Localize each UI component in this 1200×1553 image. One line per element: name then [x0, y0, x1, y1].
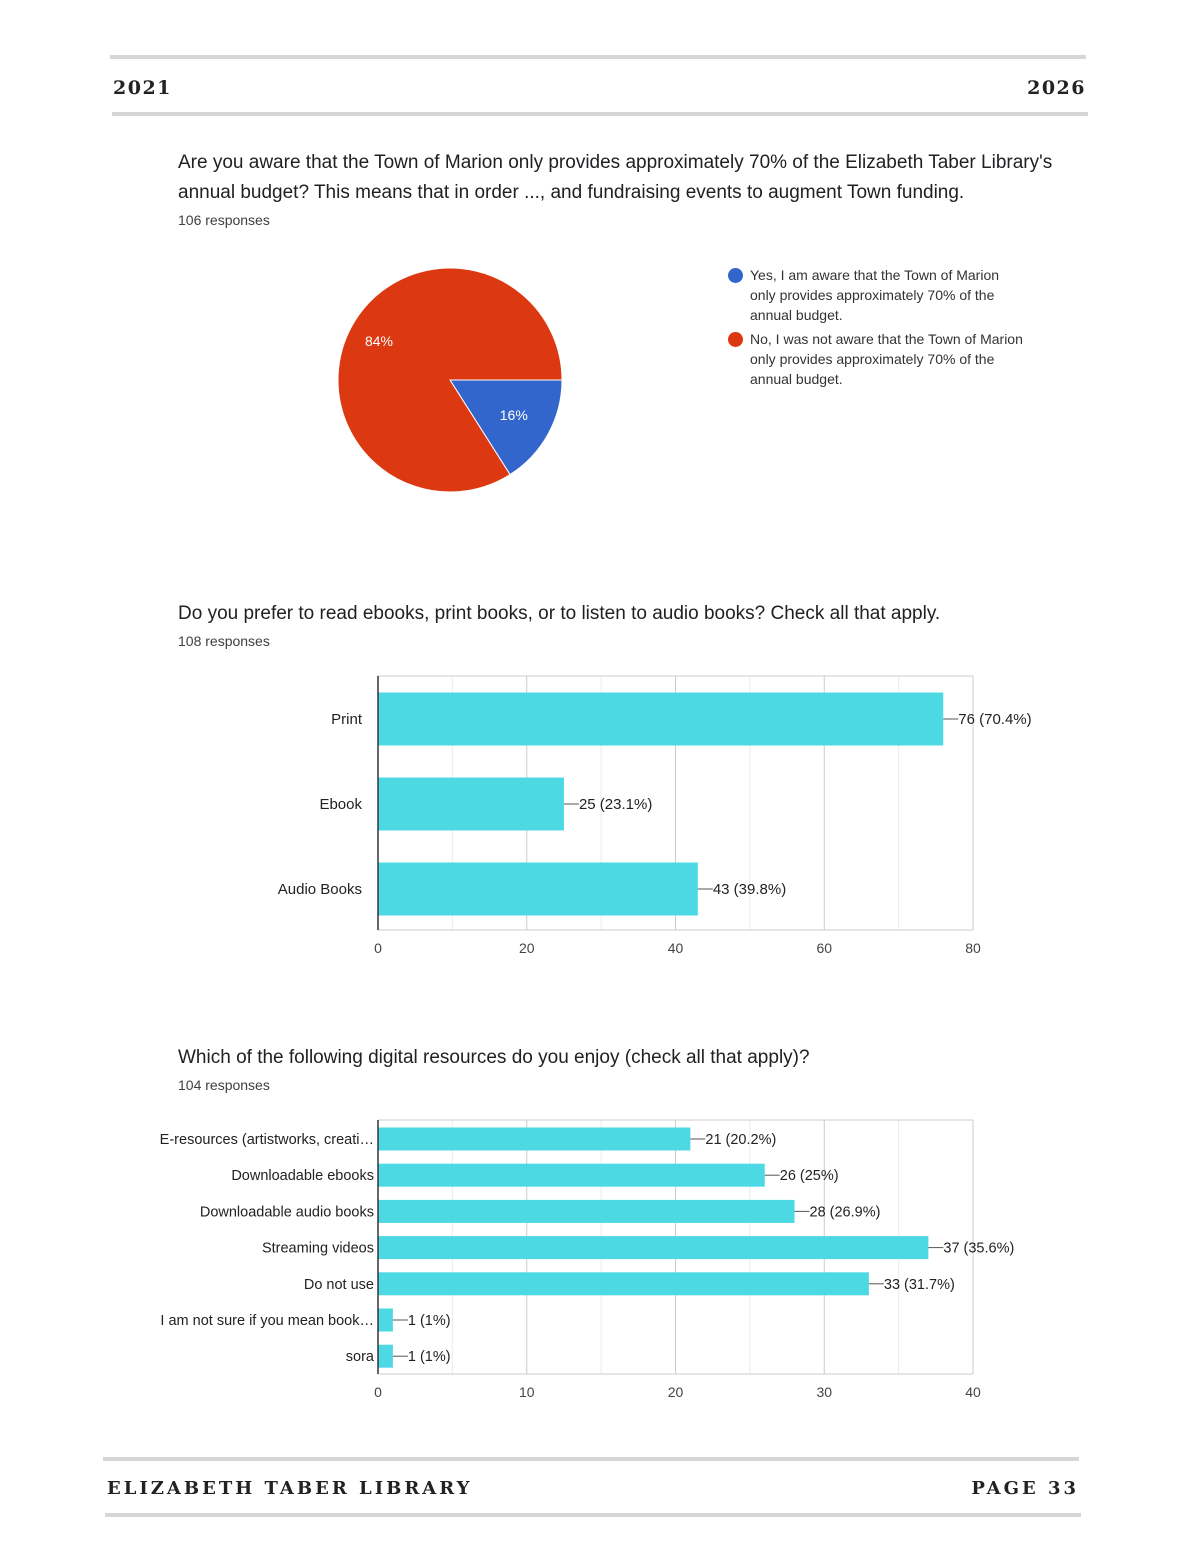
resources-chart-bar [378, 1308, 393, 1332]
resources-chart-category-label: sora [346, 1349, 375, 1365]
resources-chart-category-label: Streaming videos [262, 1241, 374, 1257]
pie-slice-1 [337, 267, 563, 493]
header-year-end: 2026 [1027, 77, 1086, 99]
format-chart-bar [378, 777, 564, 831]
resources-chart-data-label: 28 (26.9%) [810, 1204, 881, 1220]
format-chart-category-label: Audio Books [278, 881, 362, 898]
question-3-title: Which of the following digital resources… [178, 1047, 810, 1068]
footer-top-rule [103, 1457, 1079, 1461]
resources-chart-data-label: 33 (31.7%) [884, 1277, 955, 1293]
footer-page-number: PAGE 33 [971, 1478, 1079, 1499]
format-chart-category-label: Ebook [319, 796, 362, 813]
reading-format-bar-chart: Print 76 (70.4%) Ebook 25 (23.1%) Audio Book… [278, 675, 1032, 956]
pie-chart: 16% 84% [337, 267, 563, 493]
format-chart-tick-label: 60 [816, 940, 832, 956]
header-year-start: 2021 [113, 77, 172, 99]
resources-chart-tick-label: 40 [965, 1384, 981, 1400]
resources-chart-data-label: 26 (25%) [780, 1168, 839, 1184]
legend-item-yes: Yes, I am aware that the Town of Marion … [728, 265, 1028, 325]
legend-label-no: No, I was not aware that the Town of Mar… [750, 331, 1023, 387]
resources-chart-bar [378, 1199, 795, 1223]
pie-legend: Yes, I am aware that the Town of Marion … [728, 265, 1028, 393]
resources-chart-bar [378, 1236, 929, 1260]
resources-chart-data-label: 37 (35.6%) [943, 1241, 1014, 1257]
pie-slice-label-1: 84% [365, 333, 393, 349]
resources-chart-tick-label: 30 [816, 1384, 832, 1400]
resources-chart-category-label: Downloadable ebooks [231, 1168, 374, 1184]
resources-chart-bar [378, 1344, 393, 1368]
footer-library-name: ELIZABETH TABER LIBRARY [107, 1478, 473, 1499]
resources-chart-bar [378, 1272, 869, 1296]
legend-label-yes: Yes, I am aware that the Town of Marion … [750, 267, 1000, 323]
resources-chart-data-label: 21 (20.2%) [705, 1132, 776, 1148]
resources-chart-category-label: Downloadable audio books [200, 1204, 374, 1220]
resources-chart-tick-label: 20 [668, 1384, 684, 1400]
question-1-responses: 106 responses [178, 212, 270, 228]
format-chart-category-label: Print [331, 711, 363, 728]
resources-chart-bar [378, 1163, 765, 1187]
question-3-responses: 104 responses [178, 1077, 270, 1093]
resources-chart-tick-label: 10 [519, 1384, 535, 1400]
question-2-title: Do you prefer to read ebooks, print book… [178, 603, 941, 624]
resources-chart-category-label: Do not use [304, 1277, 374, 1293]
resources-chart-category-label: I am not sure if you mean book… [160, 1313, 374, 1329]
legend-dot-yes [728, 268, 743, 283]
format-chart-tick-label: 0 [374, 940, 382, 956]
format-chart-data-label: 25 (23.1%) [579, 796, 652, 813]
legend-item-no: No, I was not aware that the Town of Mar… [728, 329, 1028, 389]
format-chart-bar [378, 862, 698, 916]
pie-slice-label-0: 16% [500, 407, 528, 423]
format-chart-tick-label: 80 [965, 940, 981, 956]
format-chart-tick-label: 20 [519, 940, 535, 956]
resources-chart-data-label: 1 (1%) [408, 1313, 451, 1329]
header-top-rule [110, 55, 1086, 59]
footer-bottom-rule [105, 1513, 1081, 1517]
pie-slice-0 [449, 379, 563, 476]
resources-chart-bar [378, 1127, 691, 1151]
format-chart-data-label: 43 (39.8%) [713, 881, 786, 898]
resources-chart-data-label: 1 (1%) [408, 1349, 451, 1365]
resources-chart-tick-label: 0 [374, 1384, 382, 1400]
question-2-responses: 108 responses [178, 633, 270, 649]
header-bottom-rule [112, 112, 1088, 116]
format-chart-tick-label: 40 [668, 940, 684, 956]
format-chart-data-label: 76 (70.4%) [958, 711, 1031, 728]
format-chart-bar [378, 692, 944, 746]
question-1-title: Are you aware that the Town of Marion on… [178, 152, 1053, 203]
resources-chart-category-label: E-resources (artistworks, creati… [160, 1132, 374, 1148]
digital-resources-bar-chart: E-resources (artistworks, creati… 21 (20.… [160, 1119, 1014, 1400]
legend-dot-no [728, 332, 743, 347]
